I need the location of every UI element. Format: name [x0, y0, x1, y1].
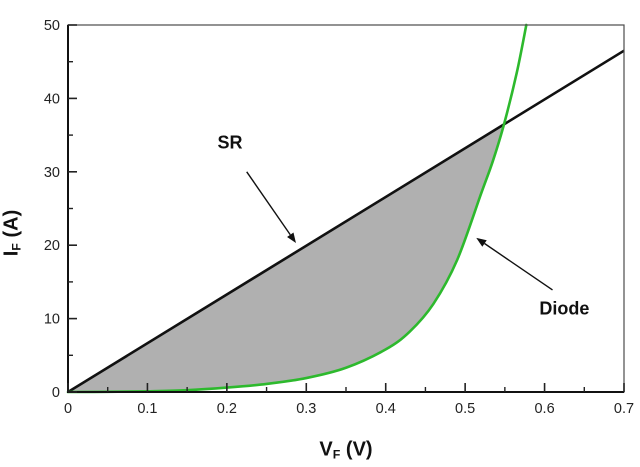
y-tick-label: 40 [44, 91, 60, 107]
y-axis-title: IF (A) [0, 210, 23, 257]
sr-arrow [246, 171, 291, 236]
diode-arrowhead [476, 237, 487, 247]
x-axis-subscript: F [332, 447, 341, 462]
y-tick-label: 0 [52, 385, 60, 401]
y-axis-subscript: F [9, 243, 24, 251]
y-axis-symbol: I [0, 250, 23, 257]
x-tick-label: 0 [64, 401, 72, 417]
diode-annotation-label: Diode [539, 298, 590, 319]
x-tick-label: 0.6 [534, 401, 554, 417]
x-axis-unit: (V) [345, 438, 373, 461]
diode-arrow [484, 242, 553, 291]
x-tick-label: 0.4 [376, 401, 396, 417]
diode-curve [66, 23, 528, 394]
y-tick-label: 10 [44, 312, 60, 328]
sr-arrowhead [287, 232, 296, 243]
y-axis-unit: (A) [0, 209, 23, 238]
x-axis-title: VF (V) [319, 438, 372, 461]
y-tick-label: 50 [44, 18, 60, 34]
x-tick-label: 0.3 [296, 401, 316, 417]
sr-line [67, 49, 625, 394]
x-tick-label: 0.5 [455, 401, 475, 417]
x-tick-label: 0.7 [614, 401, 634, 417]
y-tick-label: 20 [44, 238, 60, 254]
x-tick-label: 0.1 [137, 401, 157, 417]
x-axis-symbol: V [319, 438, 333, 461]
x-tick-label: 0.2 [217, 401, 237, 417]
sr-annotation-label: SR [217, 132, 243, 153]
y-tick-label: 30 [44, 165, 60, 181]
